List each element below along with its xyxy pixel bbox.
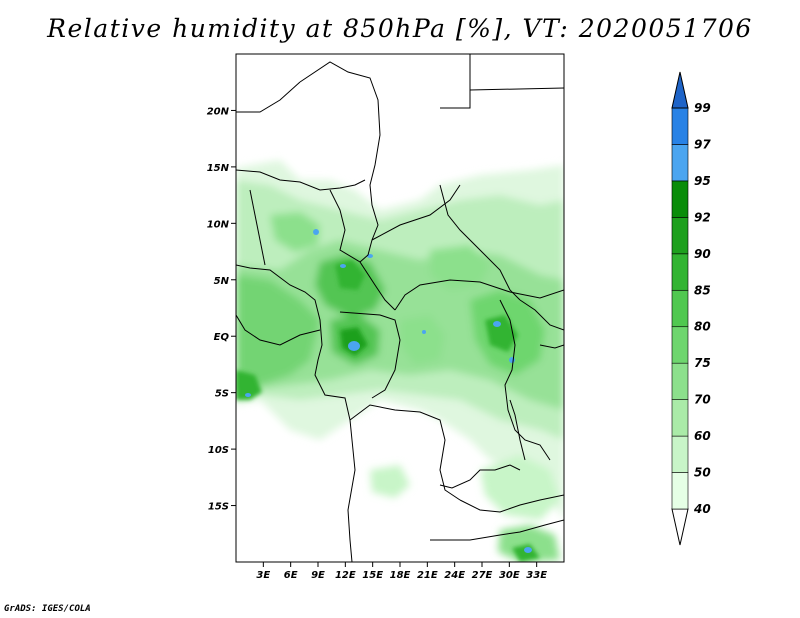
chart-title: Relative humidity at 850hPa [%], VT: 202… bbox=[47, 14, 753, 43]
humidity-field bbox=[236, 54, 564, 562]
colorbar-level-label: 85 bbox=[694, 283, 711, 297]
colorbar-swatch bbox=[671, 144, 689, 182]
colorbar: 40 50 60 70 75 80 85 90 92 95 97 99 bbox=[671, 71, 711, 546]
colorbar-level-label: 99 bbox=[694, 101, 711, 115]
lat-tick-label: EQ bbox=[214, 332, 230, 343]
lon-tick-label: 33E bbox=[526, 570, 547, 581]
colorbar-swatch bbox=[671, 253, 689, 291]
colorbar-swatch bbox=[671, 180, 689, 218]
lon-tick-label: 6E bbox=[284, 570, 298, 581]
lat-tick-label: 15N bbox=[207, 163, 230, 174]
colorbar-max-arrow bbox=[671, 71, 689, 109]
colorbar-level-label: 90 bbox=[694, 247, 711, 261]
colorbar-swatch bbox=[671, 326, 689, 364]
lon-tick-label: 18E bbox=[390, 570, 411, 581]
colorbar-swatch bbox=[671, 107, 689, 145]
lat-tick-label: 20N bbox=[207, 106, 230, 117]
lon-tick-label: 27E bbox=[472, 570, 493, 581]
colorbar-swatch bbox=[671, 435, 689, 473]
lon-tick-label: 3E bbox=[256, 570, 270, 581]
lat-tick-label: 15S bbox=[208, 502, 229, 513]
longitude-axis: 3E 6E 9E 12E 15E 18E 21E 24E 27E 30E 33E bbox=[256, 562, 547, 581]
lon-tick-label: 30E bbox=[499, 570, 520, 581]
lat-tick-label: 10S bbox=[208, 445, 229, 456]
colorbar-swatch bbox=[671, 472, 689, 510]
colorbar-level-label: 75 bbox=[694, 356, 711, 370]
lat-tick-label: 10N bbox=[207, 219, 230, 230]
colorbar-swatch bbox=[671, 362, 689, 400]
lon-tick-label: 12E bbox=[335, 570, 356, 581]
colorbar-level-label: 50 bbox=[694, 466, 711, 480]
colorbar-level-label: 70 bbox=[694, 393, 711, 407]
colorbar-level-label: 92 bbox=[694, 210, 711, 224]
colorbar-min-arrow bbox=[671, 508, 689, 546]
lat-tick-label: 5N bbox=[214, 276, 230, 287]
lon-tick-label: 24E bbox=[444, 570, 465, 581]
country-borders bbox=[236, 54, 564, 562]
lon-tick-label: 21E bbox=[417, 570, 438, 581]
colorbar-level-label: 95 bbox=[694, 174, 711, 188]
colorbar-level-label: 80 bbox=[694, 320, 711, 334]
colorbar-level-label: 60 bbox=[694, 429, 711, 443]
colorbar-level-label: 97 bbox=[694, 137, 711, 151]
lon-tick-label: 15E bbox=[362, 570, 383, 581]
lon-tick-label: 9E bbox=[311, 570, 325, 581]
lat-tick-label: 5S bbox=[215, 389, 229, 400]
colorbar-swatch bbox=[671, 289, 689, 328]
colorbar-level-label: 40 bbox=[693, 502, 711, 516]
grads-credit: GrADS: IGES/COLA bbox=[4, 604, 91, 614]
colorbar-swatch bbox=[671, 399, 689, 437]
latitude-axis: 20N 15N 10N 5N EQ 5S 10S 15S bbox=[207, 106, 236, 513]
colorbar-swatch bbox=[671, 217, 689, 255]
